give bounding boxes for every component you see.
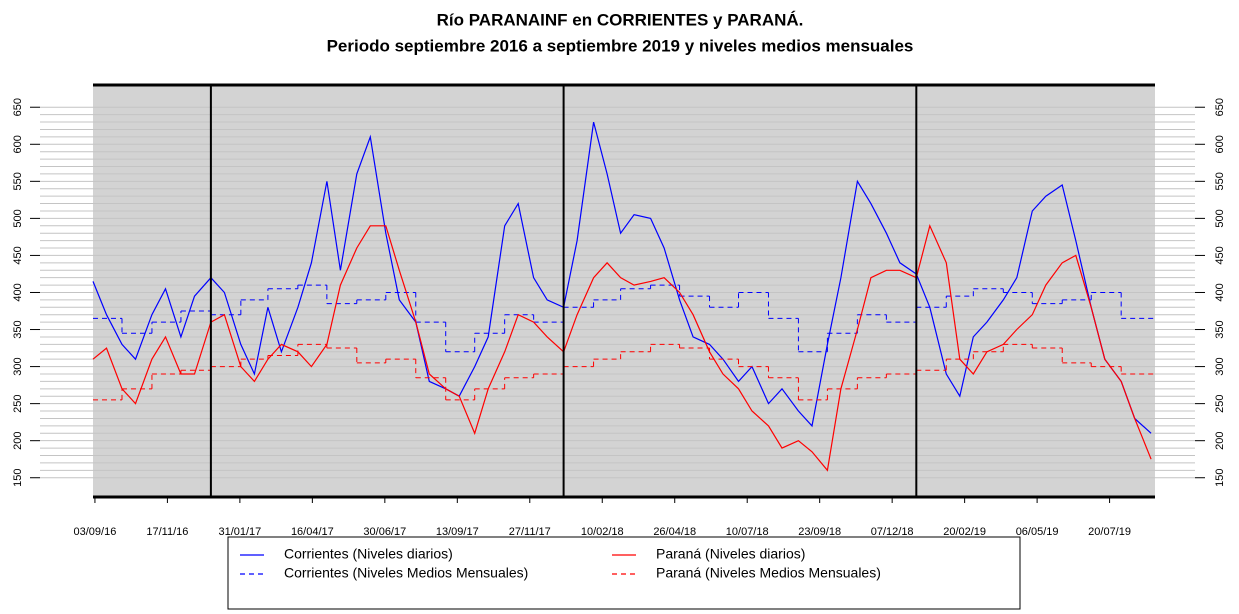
y2-tick-label: 350 (1214, 320, 1226, 338)
x-tick-label: 16/04/17 (291, 526, 334, 538)
legend-label: Corrientes (Niveles Medios Mensuales) (284, 565, 528, 581)
legend: Corrientes (Niveles diarios) Corrientes (… (240, 546, 881, 581)
legend-label: Paraná (Niveles Medios Mensuales) (656, 565, 881, 581)
y2-tick-label: 600 (1214, 135, 1226, 153)
y2-tick-label: 650 (1214, 98, 1226, 116)
chart-title: Río PARANAINF en CORRIENTES y PARANÁ. (437, 10, 804, 29)
y2-tick-label: 250 (1214, 394, 1226, 412)
y-tick-label: 150 (12, 469, 24, 487)
y-tick-label: 350 (12, 320, 24, 338)
chart-subtitle: Periodo septiembre 2016 a septiembre 201… (327, 36, 914, 55)
x-tick-label: 20/07/19 (1088, 526, 1131, 538)
y-tick-label: 250 (12, 394, 24, 412)
x-tick-label: 17/11/16 (146, 526, 188, 538)
y2-tick-label: 400 (1214, 283, 1226, 301)
y2-tick-label: 300 (1214, 357, 1226, 375)
y2-tick-label: 150 (1214, 469, 1226, 487)
y2-tick-label: 500 (1214, 209, 1226, 227)
x-tick-label: 20/02/19 (943, 526, 986, 538)
plot-background (93, 85, 1155, 497)
x-tick-label: 10/02/18 (581, 526, 624, 538)
legend-box (227, 536, 1021, 610)
y-tick-label: 550 (12, 172, 24, 190)
legend-label: Paraná (Niveles diarios) (656, 546, 805, 562)
y-tick-label: 650 (12, 98, 24, 116)
daily-line (92, 121, 1152, 434)
x-tick-label: 03/09/16 (74, 526, 117, 538)
y-tick-label: 400 (12, 283, 24, 301)
marks (92, 85, 1155, 497)
x-tick-label: 07/12/18 (871, 526, 914, 538)
y-tick-label: 500 (12, 209, 24, 227)
x-tick-label: 30/06/17 (363, 526, 406, 538)
y-tick-label: 200 (12, 432, 24, 450)
x-tick-label: 26/04/18 (653, 526, 696, 538)
legend-label: Corrientes (Niveles diarios) (284, 546, 453, 562)
x-tick-label: 31/01/17 (218, 526, 261, 538)
x-tick-label: 10/07/18 (726, 526, 769, 538)
y-tick-label: 450 (12, 246, 24, 264)
y2-tick-label: 550 (1214, 172, 1226, 190)
y-tick-label: 300 (12, 357, 24, 375)
y2-tick-label: 200 (1214, 432, 1226, 450)
x-tick-label: 06/05/19 (1016, 526, 1059, 538)
x-tick-label: 23/09/18 (798, 526, 841, 538)
y-tick-label: 600 (12, 135, 24, 153)
y2-tick-label: 450 (1214, 246, 1226, 264)
x-tick-label: 13/09/17 (436, 526, 479, 538)
grid: 150 150 200 200 250 250 300 300 350 350 400 400 450 4… (12, 98, 1226, 538)
x-tick-label: 27/11/17 (509, 526, 551, 538)
